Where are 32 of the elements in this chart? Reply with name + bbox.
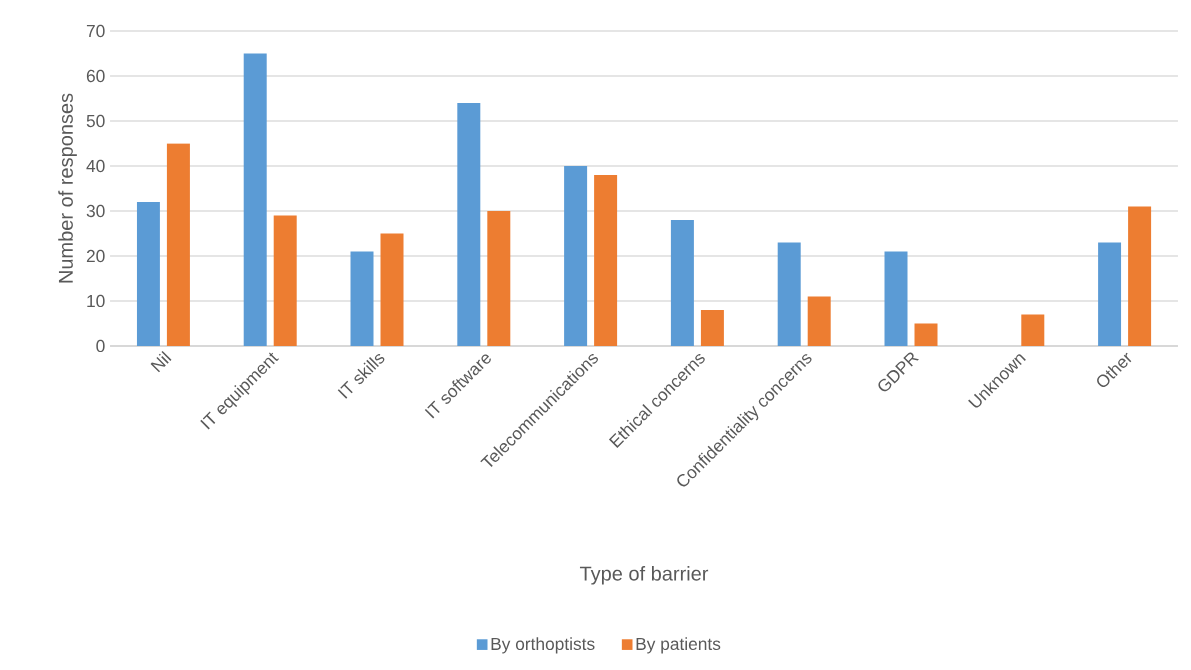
y-tick-label: 70 bbox=[86, 24, 105, 38]
y-tick-label: 40 bbox=[86, 159, 105, 173]
bar bbox=[914, 323, 938, 346]
y-tick-label: 30 bbox=[86, 204, 105, 218]
bar bbox=[807, 296, 831, 346]
bar bbox=[1021, 314, 1045, 346]
x-tick-label: Nil bbox=[150, 350, 172, 373]
bar bbox=[670, 219, 694, 346]
bar bbox=[777, 242, 801, 346]
bar bbox=[884, 251, 908, 346]
bar bbox=[487, 210, 511, 346]
bar bbox=[564, 165, 588, 346]
y-axis-title: Number of responses bbox=[58, 93, 77, 283]
y-tick-label: 60 bbox=[86, 69, 105, 83]
bar bbox=[594, 174, 618, 346]
x-axis-title: Type of barrier bbox=[579, 565, 709, 585]
legend-label: By patients bbox=[636, 637, 721, 654]
legend-label: By orthoptists bbox=[491, 637, 595, 654]
bar bbox=[273, 215, 297, 346]
bar bbox=[243, 53, 267, 346]
y-tick-label: 0 bbox=[96, 339, 105, 353]
bar bbox=[166, 143, 190, 346]
bar bbox=[1128, 206, 1152, 346]
y-tick-label: 10 bbox=[87, 294, 105, 308]
bar bbox=[350, 251, 374, 346]
bar bbox=[380, 233, 404, 346]
y-tick-label: 50 bbox=[86, 114, 105, 128]
bar bbox=[136, 201, 160, 346]
y-tick-label: 20 bbox=[86, 249, 105, 263]
bar bbox=[457, 102, 481, 346]
bar bbox=[1098, 242, 1122, 346]
bar bbox=[700, 309, 724, 346]
